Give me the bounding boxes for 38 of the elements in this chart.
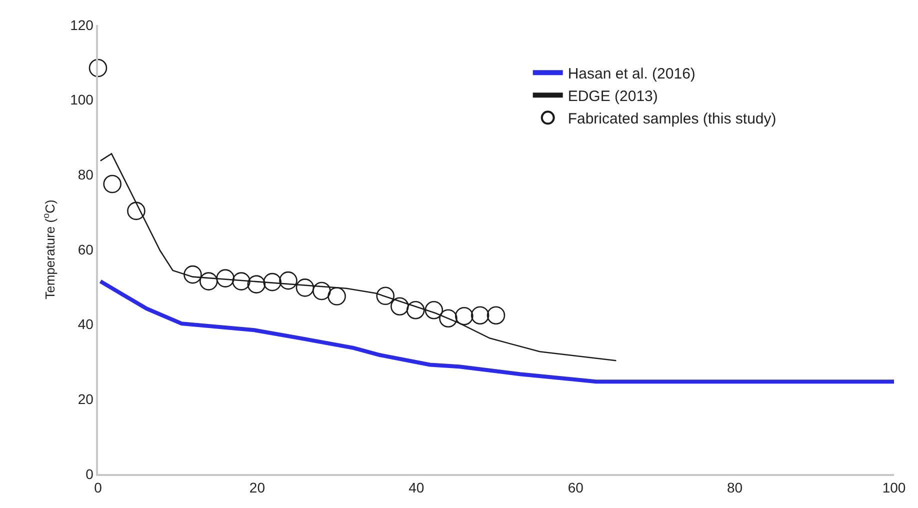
point [263,272,282,292]
legend-label: EDGE (2013) [568,88,658,106]
point [184,265,202,284]
legend-label: Hasan et al. (2016) [568,66,696,83]
line-series [100,153,617,362]
point [455,306,474,326]
x-tick-label: 100 [882,480,906,496]
point [247,275,266,294]
point [127,202,146,220]
point [88,58,108,78]
point [296,278,314,297]
point [216,269,235,288]
y-tick-label: 100 [70,92,94,108]
y-tick-label: 120 [70,16,94,33]
x-tick-label: 80 [727,480,743,496]
y-tick-label: 80 [78,166,94,183]
point [328,287,346,306]
point [312,282,331,300]
line-series [98,279,894,384]
y-tick-label: 20 [78,391,94,408]
point [406,300,425,320]
x-tick-label: 40 [408,480,424,496]
point [376,286,395,306]
point [424,300,444,320]
point [103,174,122,194]
point [279,271,298,290]
point [486,306,506,324]
point [439,309,458,328]
point [232,272,250,290]
y-tick-label: 60 [78,241,94,258]
point [470,306,490,324]
legend-label: Fabricated samples (this study) [568,110,776,128]
x-tick-label: 60 [568,480,584,496]
y-tick-label: 0 [86,466,94,482]
x-tick-label: 20 [249,480,266,496]
point [200,272,218,290]
y-tick-label: 40 [78,316,94,332]
point [390,297,409,316]
